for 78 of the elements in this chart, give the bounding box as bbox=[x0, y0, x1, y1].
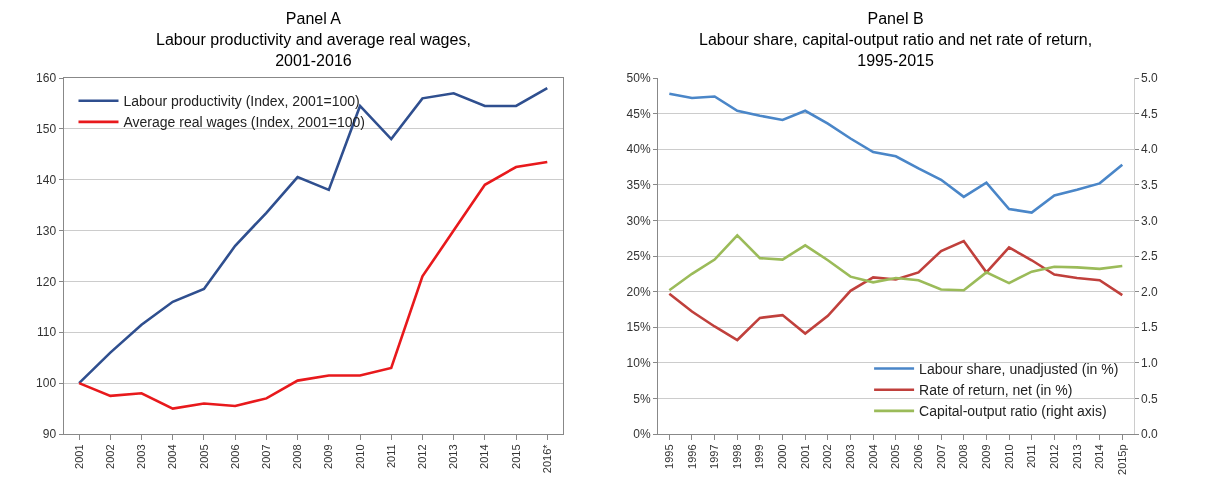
line-series bbox=[77, 86, 549, 385]
x-tick-label: 2007 bbox=[259, 444, 272, 469]
x-tick-label: 2005 bbox=[197, 444, 210, 469]
y2-tick-label: 4.5 bbox=[1141, 106, 1159, 121]
x-tick-label: 2000 bbox=[776, 444, 789, 469]
y2-tick-label: 1.5 bbox=[1141, 320, 1159, 335]
x-tick-label: 2004 bbox=[166, 444, 179, 469]
x-tick-label: 2013 bbox=[1070, 444, 1083, 469]
y-tick-label: 15% bbox=[626, 320, 651, 335]
x-tick-label: 2004 bbox=[866, 444, 879, 469]
x-tick-label: 2007 bbox=[934, 444, 947, 469]
y-tick-label: 45% bbox=[626, 106, 651, 121]
line-series bbox=[77, 160, 549, 410]
x-tick-label: 2016* bbox=[540, 443, 553, 474]
x-tick-label: 1997 bbox=[708, 444, 721, 469]
x-tick-label: 1995 bbox=[662, 444, 675, 469]
y2-tick-label: 0.0 bbox=[1141, 427, 1159, 442]
x-tick-label: 2015 bbox=[509, 444, 522, 469]
y2-tick-label: 4.0 bbox=[1141, 142, 1159, 157]
x-tick-label: 2011 bbox=[384, 444, 397, 469]
y-tick-label: 120 bbox=[36, 274, 57, 289]
y-tick-label: 40% bbox=[626, 142, 651, 157]
x-tick-label: 2010 bbox=[1002, 444, 1015, 469]
x-tick-label: 2006 bbox=[228, 444, 241, 469]
x-tick-label: 2010 bbox=[353, 444, 366, 469]
x-tick-label: 2011 bbox=[1025, 444, 1038, 469]
line-series bbox=[668, 234, 1124, 292]
line-series bbox=[668, 92, 1124, 214]
x-tick-label: 2008 bbox=[291, 444, 304, 469]
y2-tick-label: 3.0 bbox=[1141, 213, 1159, 228]
chart-title: Panel A Labour productivity and average real wages, 2001-2016 bbox=[156, 10, 471, 69]
y-tick-label: 110 bbox=[36, 325, 57, 340]
x-tick-label: 2013 bbox=[447, 444, 460, 469]
y2-tick-label: 3.5 bbox=[1141, 178, 1159, 192]
legend-label: Labour productivity (Index, 2001=100) bbox=[123, 93, 360, 110]
y-tick-label: 160 bbox=[36, 71, 57, 86]
x-tick-label: 2012 bbox=[1047, 444, 1060, 469]
line-series bbox=[668, 239, 1124, 342]
y-tick-label: 130 bbox=[36, 223, 57, 238]
x-tick-label: 1998 bbox=[730, 444, 743, 469]
y-tick-label: 100 bbox=[36, 376, 57, 391]
y2-tick-label: 0.5 bbox=[1141, 391, 1159, 406]
x-tick-label: 2008 bbox=[957, 444, 970, 469]
x-tick-label: 1996 bbox=[685, 444, 698, 469]
y2-tick-label: 1.0 bbox=[1141, 356, 1159, 370]
x-tick-label: 2009 bbox=[979, 444, 992, 469]
x-tick-label: 2002 bbox=[103, 444, 116, 469]
x-tick-label: 2001 bbox=[798, 444, 811, 469]
y2-tick-label: 2.0 bbox=[1141, 284, 1159, 299]
y-tick-label: 150 bbox=[36, 122, 57, 137]
x-tick-label: 2002 bbox=[821, 444, 834, 469]
legend-label: Rate of return, net (in %) bbox=[919, 382, 1073, 399]
x-tick-label: 2015p bbox=[1115, 444, 1128, 475]
y2-tick-label: 2.5 bbox=[1141, 249, 1159, 264]
y-tick-label: 140 bbox=[36, 172, 57, 187]
x-tick-label: 2014 bbox=[478, 444, 491, 469]
y-tick-label: 20% bbox=[626, 284, 651, 299]
x-tick-label: 2001 bbox=[72, 444, 85, 469]
y-tick-label: 35% bbox=[626, 178, 651, 192]
x-tick-label: 2003 bbox=[135, 444, 148, 469]
y-tick-label: 0% bbox=[633, 427, 651, 442]
y-tick-label: 90 bbox=[42, 427, 57, 442]
x-tick-label: 2003 bbox=[844, 444, 857, 469]
x-tick-label: 2014 bbox=[1093, 444, 1106, 469]
y-tick-label: 5% bbox=[633, 391, 651, 406]
y-tick-label: 10% bbox=[626, 356, 651, 370]
x-tick-label: 2012 bbox=[416, 444, 429, 469]
chart-title: Panel B Labour share, capital-output ratio and net rate of return, 1995-2015 bbox=[699, 10, 1093, 69]
y-tick-label: 30% bbox=[626, 213, 651, 228]
x-tick-label: 2009 bbox=[322, 444, 335, 469]
x-tick-label: 2006 bbox=[912, 444, 925, 469]
legend-label: Labour share, unadjusted (in %) bbox=[919, 360, 1119, 377]
x-tick-label: 1999 bbox=[753, 444, 766, 469]
y2-tick-label: 5.0 bbox=[1141, 71, 1159, 86]
y-tick-label: 50% bbox=[626, 71, 651, 86]
y-tick-label: 25% bbox=[626, 249, 651, 264]
x-tick-label: 2005 bbox=[889, 444, 902, 469]
legend-label: Capital-output ratio (right axis) bbox=[919, 403, 1107, 420]
